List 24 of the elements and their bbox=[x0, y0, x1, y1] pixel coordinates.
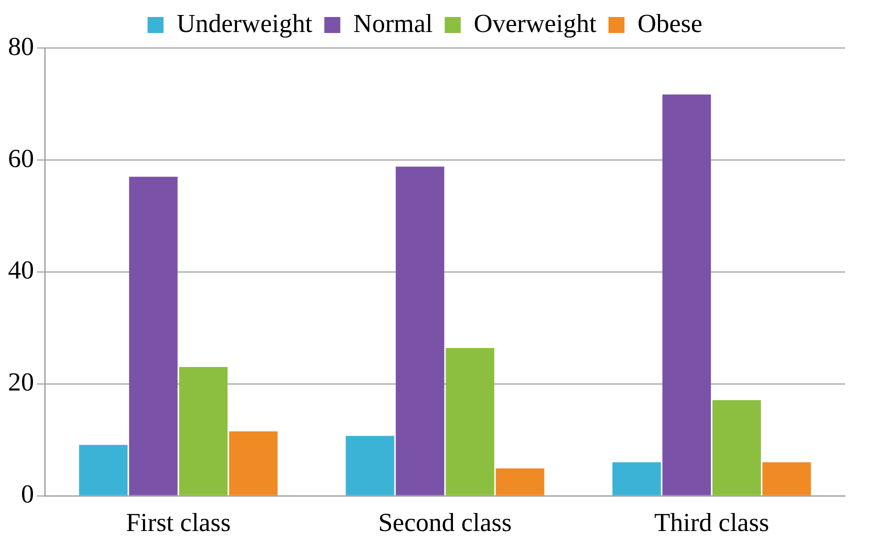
bar bbox=[662, 94, 711, 496]
legend-label: Overweight bbox=[474, 8, 598, 38]
y-tick-label: 60 bbox=[8, 144, 34, 173]
legend-label: Underweight bbox=[176, 8, 314, 38]
bar bbox=[762, 462, 811, 496]
bar bbox=[346, 436, 394, 496]
x-tick-label: Second class bbox=[378, 508, 512, 538]
bar bbox=[129, 176, 178, 496]
y-tick-label: 0 bbox=[21, 480, 34, 509]
legend-label: Normal bbox=[353, 8, 433, 38]
x-tick-label: Third class bbox=[654, 508, 770, 538]
bar bbox=[712, 400, 761, 496]
bar bbox=[496, 468, 544, 496]
y-tick-label: 20 bbox=[8, 368, 34, 397]
legend-label: Obese bbox=[637, 8, 702, 38]
y-tick-label: 40 bbox=[8, 256, 34, 285]
bar bbox=[612, 462, 661, 496]
bar bbox=[229, 431, 278, 496]
y-tick-label: 80 bbox=[8, 32, 34, 61]
bar bbox=[79, 444, 128, 496]
bar bbox=[396, 166, 444, 496]
x-tick-label: First class bbox=[126, 508, 231, 538]
bar bbox=[446, 348, 494, 496]
bar bbox=[179, 367, 228, 496]
